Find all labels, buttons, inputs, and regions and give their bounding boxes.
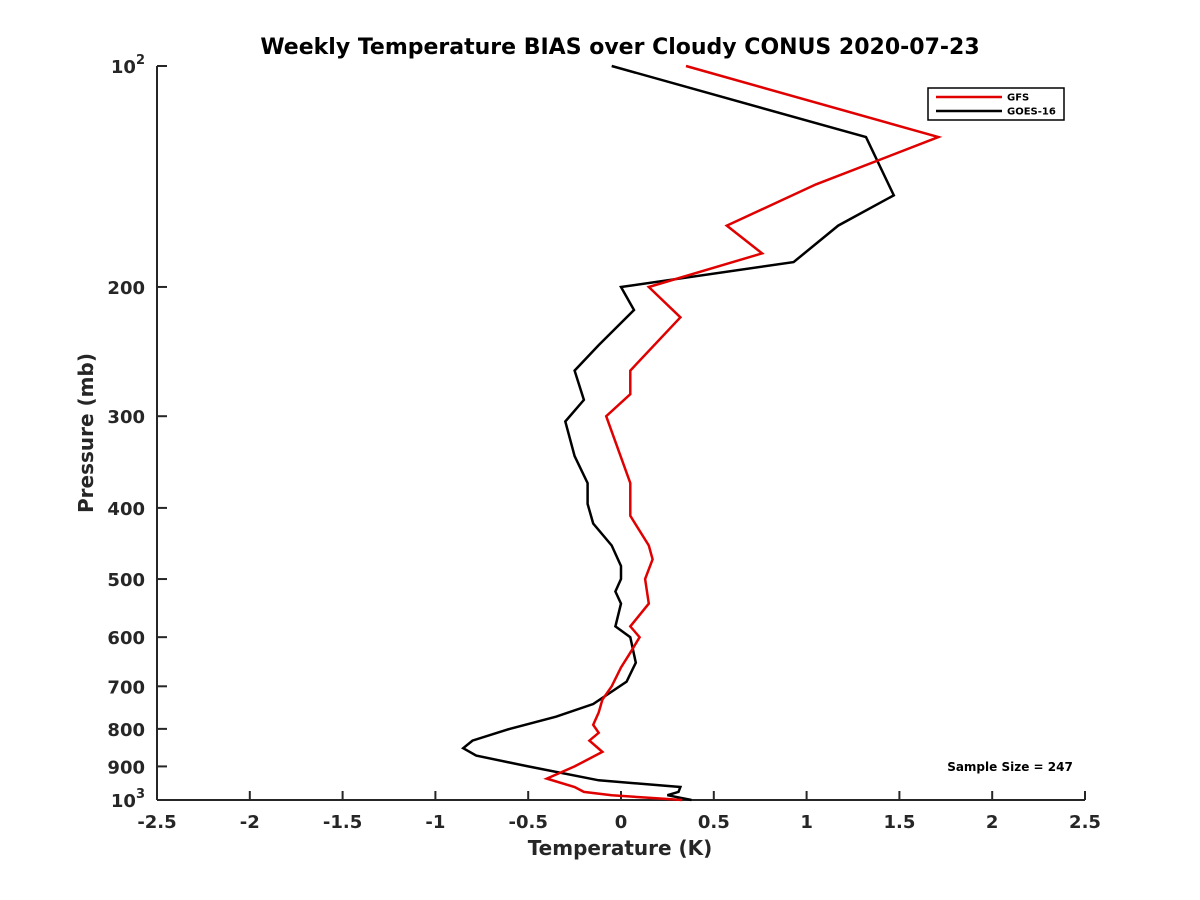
y-axis-label: Pressure (mb) bbox=[74, 353, 98, 513]
y-tick-label: 500 bbox=[107, 570, 145, 591]
y-tick-label: 300 bbox=[107, 407, 145, 428]
x-tick-label: 1.5 bbox=[883, 812, 915, 833]
x-tick-label: -0.5 bbox=[509, 812, 548, 833]
axes: -2.5 -2 -1.5 -1 -0.5 0 0.5 1 1.5 2 2.5102200300400… bbox=[107, 53, 1101, 833]
y-tick-label: 102 bbox=[111, 53, 145, 78]
x-axis-label: Temperature (K) bbox=[528, 836, 713, 860]
x-tick-label: -1.5 bbox=[323, 812, 362, 833]
x-tick-label: 2 bbox=[986, 812, 999, 833]
legend-label: GFS bbox=[1007, 93, 1029, 104]
legend: GFS GOES-16 bbox=[927, 87, 1065, 121]
y-tick-exponent: 2 bbox=[136, 53, 145, 68]
y-tick-base: 10 bbox=[111, 57, 136, 78]
y-tick-label: 700 bbox=[107, 677, 145, 698]
y-tick-label: 800 bbox=[107, 720, 145, 741]
x-tick-label: -2.5 bbox=[137, 812, 176, 833]
series-line-goes-16 bbox=[460, 64, 896, 802]
chart-title: Weekly Temperature BIAS over Cloudy CONU… bbox=[260, 35, 979, 60]
y-tick-label: 200 bbox=[107, 278, 145, 299]
y-tick-label: 600 bbox=[107, 628, 145, 649]
y-tick-label: 103 bbox=[111, 787, 145, 812]
legend-box bbox=[927, 87, 1065, 121]
y-tick-label: 900 bbox=[107, 757, 145, 778]
y-tick-exponent: 3 bbox=[136, 787, 145, 802]
x-tick-label: 0.5 bbox=[698, 812, 730, 833]
legend-label: GOES-16 bbox=[1007, 107, 1056, 118]
y-tick-label: 400 bbox=[107, 499, 145, 520]
series-group bbox=[460, 64, 943, 802]
x-tick-label: -2 bbox=[240, 812, 260, 833]
x-tick-label: -1 bbox=[425, 812, 445, 833]
x-tick-label: 1 bbox=[800, 812, 813, 833]
x-tick-label: 0 bbox=[615, 812, 628, 833]
series-line-gfs bbox=[543, 64, 943, 802]
y-tick-base: 10 bbox=[111, 791, 136, 812]
x-tick-label: 2.5 bbox=[1069, 812, 1101, 833]
sample-size-annotation: Sample Size = 247 bbox=[947, 760, 1073, 774]
